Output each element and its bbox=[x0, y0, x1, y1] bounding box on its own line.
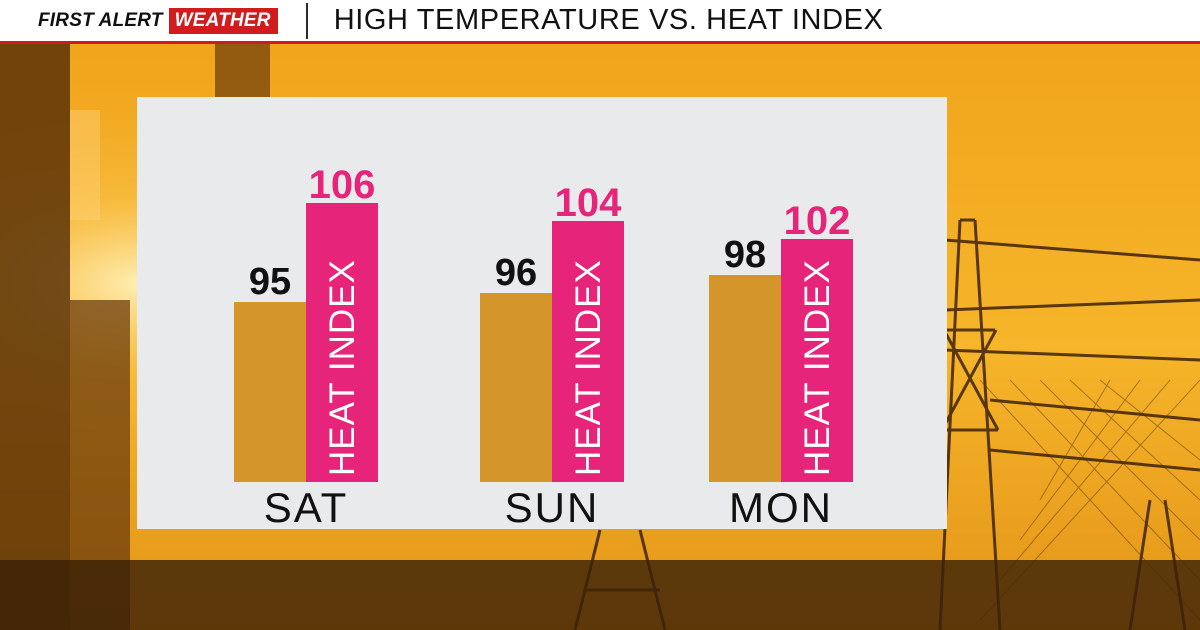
high-temp-value-label: 96 bbox=[495, 252, 537, 294]
high-temp-bar bbox=[480, 293, 552, 482]
page-title: HIGH TEMPERATURE VS. HEAT INDEX bbox=[333, 4, 884, 36]
high-temp-bar bbox=[709, 275, 781, 482]
bar-chart: 95 106 HEAT INDEX SAT 96 104 HEAT INDEX SUN 98 10… bbox=[234, 163, 853, 529]
heat-index-value-label: 106 bbox=[309, 163, 376, 207]
header-bar: FIRST ALERT WEATHER HIGH TEMPERATURE VS.… bbox=[0, 0, 1200, 44]
brand-logo: FIRST ALERT WEATHER bbox=[38, 7, 278, 34]
heat-index-value-label: 102 bbox=[784, 199, 851, 243]
high-temp-bar bbox=[234, 302, 306, 482]
day-label: SAT bbox=[264, 484, 349, 529]
chart-panel: 95 106 HEAT INDEX SAT 96 104 HEAT INDEX SUN 98 10… bbox=[137, 97, 947, 529]
heat-index-bar bbox=[552, 221, 624, 482]
day-label: SUN bbox=[505, 484, 600, 529]
heat-index-bar-label: HEAT INDEX bbox=[798, 259, 837, 476]
brand-first-alert: FIRST ALERT bbox=[38, 9, 163, 31]
heat-index-bar-label: HEAT INDEX bbox=[323, 259, 362, 476]
heat-index-bar bbox=[306, 203, 378, 482]
high-temp-value-label: 98 bbox=[724, 234, 766, 276]
heat-index-bar-label: HEAT INDEX bbox=[569, 259, 608, 476]
heat-index-bar bbox=[781, 239, 853, 482]
day-label: MON bbox=[729, 484, 833, 529]
brand-weather-badge: WEATHER bbox=[168, 7, 278, 34]
high-temp-value-label: 95 bbox=[249, 261, 291, 303]
heat-index-value-label: 104 bbox=[555, 181, 622, 225]
header-divider bbox=[305, 2, 308, 39]
